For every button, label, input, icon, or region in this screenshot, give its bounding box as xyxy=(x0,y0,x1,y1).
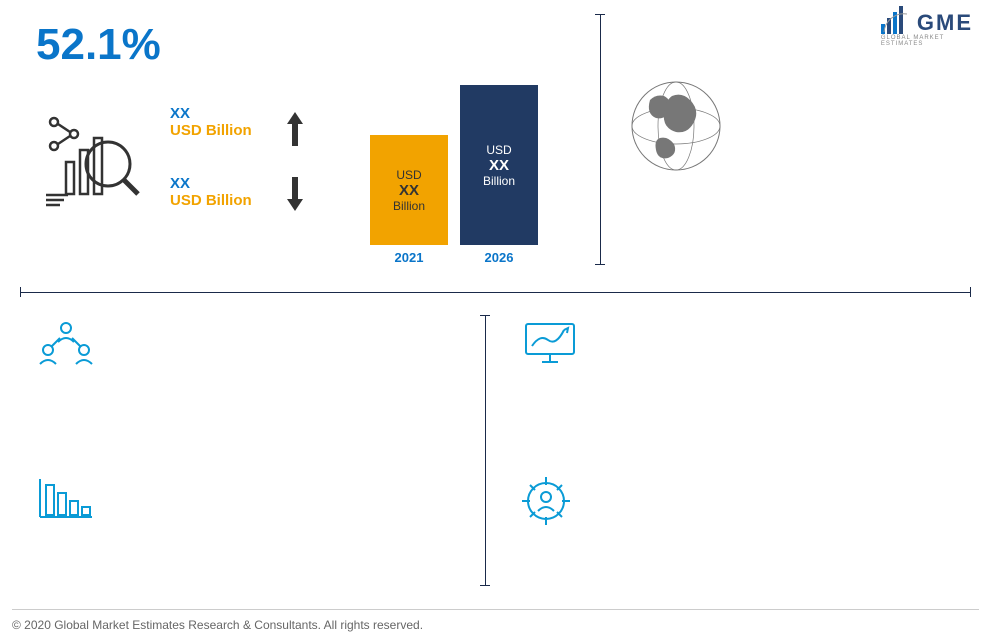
bar-chart: USD XX Billion 2021 USD XX Billion 2026 xyxy=(360,85,570,265)
vertical-divider-top xyxy=(600,14,601,264)
bar-2026-currency: USD xyxy=(486,143,511,157)
bar-2026: USD XX Billion xyxy=(460,85,538,245)
bar-2021-unit: Billion xyxy=(393,199,425,213)
divider-tick xyxy=(595,14,605,15)
vertical-divider-bottom xyxy=(485,315,486,585)
metric-high-xx: XX xyxy=(170,105,252,122)
metric-high-unit: USD Billion xyxy=(170,122,252,139)
arrow-down-icon xyxy=(285,175,305,218)
gme-logo: GME GLOBAL MARKET ESTIMATES xyxy=(881,6,973,39)
globe-icon xyxy=(630,80,722,177)
divider-tick xyxy=(595,264,605,265)
percentage-headline: 52.1% xyxy=(36,20,161,70)
bar-2026-body: USD XX Billion xyxy=(460,85,538,245)
target-person-icon xyxy=(520,475,572,532)
logo-subtitle: GLOBAL MARKET ESTIMATES xyxy=(881,35,973,47)
bar-2026-year: 2026 xyxy=(460,250,538,265)
bar-2026-value: XX xyxy=(489,157,509,174)
metric-high: XX USD Billion xyxy=(170,105,252,139)
copyright-text: © 2020 Global Market Estimates Research … xyxy=(12,618,423,632)
bar-2021-year: 2021 xyxy=(370,250,448,265)
section-key-players xyxy=(36,320,96,379)
percentage-value: 52.1% xyxy=(36,20,161,69)
section-largest-region xyxy=(520,475,572,540)
horizontal-divider xyxy=(20,292,971,293)
bar-2021-body: USD XX Billion xyxy=(370,135,448,245)
bar-2026-unit: Billion xyxy=(483,174,515,188)
logo-text: GME xyxy=(917,10,973,36)
arrow-up-icon xyxy=(285,110,305,153)
divider-tick xyxy=(970,287,971,297)
bar-2021-value: XX xyxy=(399,182,419,199)
divider-tick xyxy=(20,287,21,297)
divider-tick xyxy=(480,585,490,586)
section-largest-segment xyxy=(36,475,96,534)
divider-tick xyxy=(480,315,490,316)
metric-low-xx: XX xyxy=(170,175,252,192)
people-network-icon xyxy=(36,320,96,371)
metric-low-unit: USD Billion xyxy=(170,192,252,209)
analytics-icon xyxy=(36,110,146,215)
section-market-dynamics xyxy=(520,320,580,379)
bar-2021-currency: USD xyxy=(396,168,421,182)
metric-low: XX USD Billion xyxy=(170,175,252,209)
bar-decline-icon xyxy=(36,475,96,526)
monitor-trend-icon xyxy=(520,320,580,371)
footer-divider xyxy=(12,609,979,610)
bar-2021: USD XX Billion xyxy=(370,135,448,245)
